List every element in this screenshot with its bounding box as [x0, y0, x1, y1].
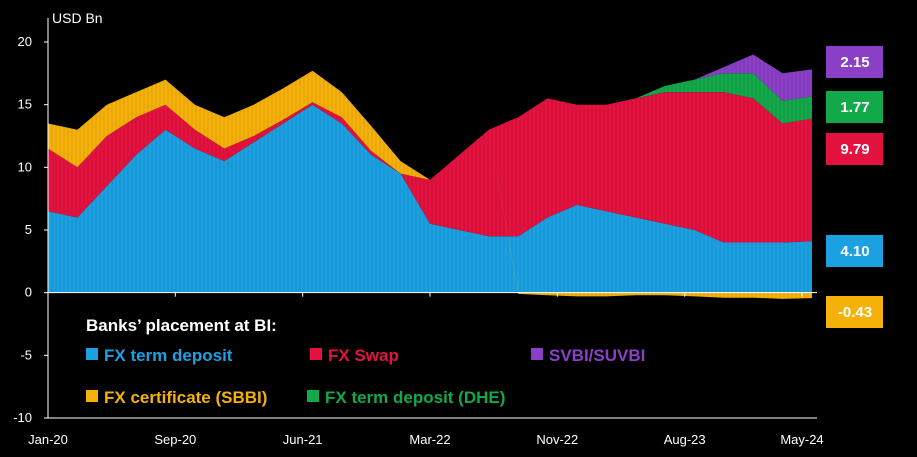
legend-swatch: [86, 348, 98, 360]
end-value-badge: [826, 235, 883, 267]
x-tick-label: Aug-23: [664, 432, 706, 447]
legend-title: Banks’ placement at BI:: [86, 316, 277, 335]
legend-swatch: [307, 390, 319, 402]
end-value-badges: 2.15 1.77 9.79 4.10 -0.43: [826, 46, 883, 328]
end-value-text: 2.15: [840, 54, 869, 71]
y-tick-label: 20: [18, 34, 32, 49]
y-tick-label: -10: [13, 410, 32, 425]
area-fx-term-deposit: [48, 104, 812, 293]
end-value-text: 4.10: [840, 243, 869, 260]
x-tick-labels: Jan-20 Sep-20 Jun-21 Mar-22 Nov-22 Aug-23 May-…: [28, 432, 824, 447]
legend: Banks’ placement at BI: FX term deposit F…: [86, 316, 645, 407]
x-tick-label: May-24: [780, 432, 823, 447]
axes: [44, 18, 817, 419]
end-value-text: 9.79: [840, 141, 869, 158]
end-value-badge: [826, 133, 883, 165]
x-tick-label: Mar-22: [409, 432, 450, 447]
end-value-badge: [826, 296, 883, 328]
legend-label: FX certificate (SBBI): [104, 388, 267, 407]
end-value-badge: [826, 46, 883, 78]
legend-swatch: [86, 390, 98, 402]
end-value-text: -0.43: [838, 304, 872, 321]
legend-swatch: [310, 348, 322, 360]
legend-label: SVBI/SUVBI: [549, 346, 645, 365]
series-areas: [47, 42, 813, 418]
end-value-badge: [826, 91, 883, 123]
legend-swatch: [531, 348, 543, 360]
y-axis-unit-label: USD Bn: [52, 10, 103, 26]
area-svbi-suvbi: [48, 54, 812, 180]
y-tick-label: 5: [25, 222, 32, 237]
area-fx-certificate-sbbi: [48, 70, 812, 299]
y-tick-label: 10: [18, 159, 32, 174]
x-tick-label: Jun-21: [283, 432, 323, 447]
x-tick-label: Nov-22: [536, 432, 578, 447]
area-fx-term-deposit-dhe: [48, 70, 812, 180]
area-fx-swap: [48, 92, 812, 243]
legend-label: FX term deposit (DHE): [325, 388, 505, 407]
y-tick-label: 15: [18, 97, 32, 112]
x-tick-label: Jan-20: [28, 432, 68, 447]
y-tick-label: 0: [25, 285, 32, 300]
legend-label: FX Swap: [328, 346, 399, 365]
legend-label: FX term deposit: [104, 346, 233, 365]
x-tick-label: Sep-20: [154, 432, 196, 447]
end-value-text: 1.77: [840, 99, 869, 116]
y-tick-labels: -10 -5 0 5 10 15 20: [13, 34, 32, 425]
y-tick-label: -5: [20, 347, 32, 362]
